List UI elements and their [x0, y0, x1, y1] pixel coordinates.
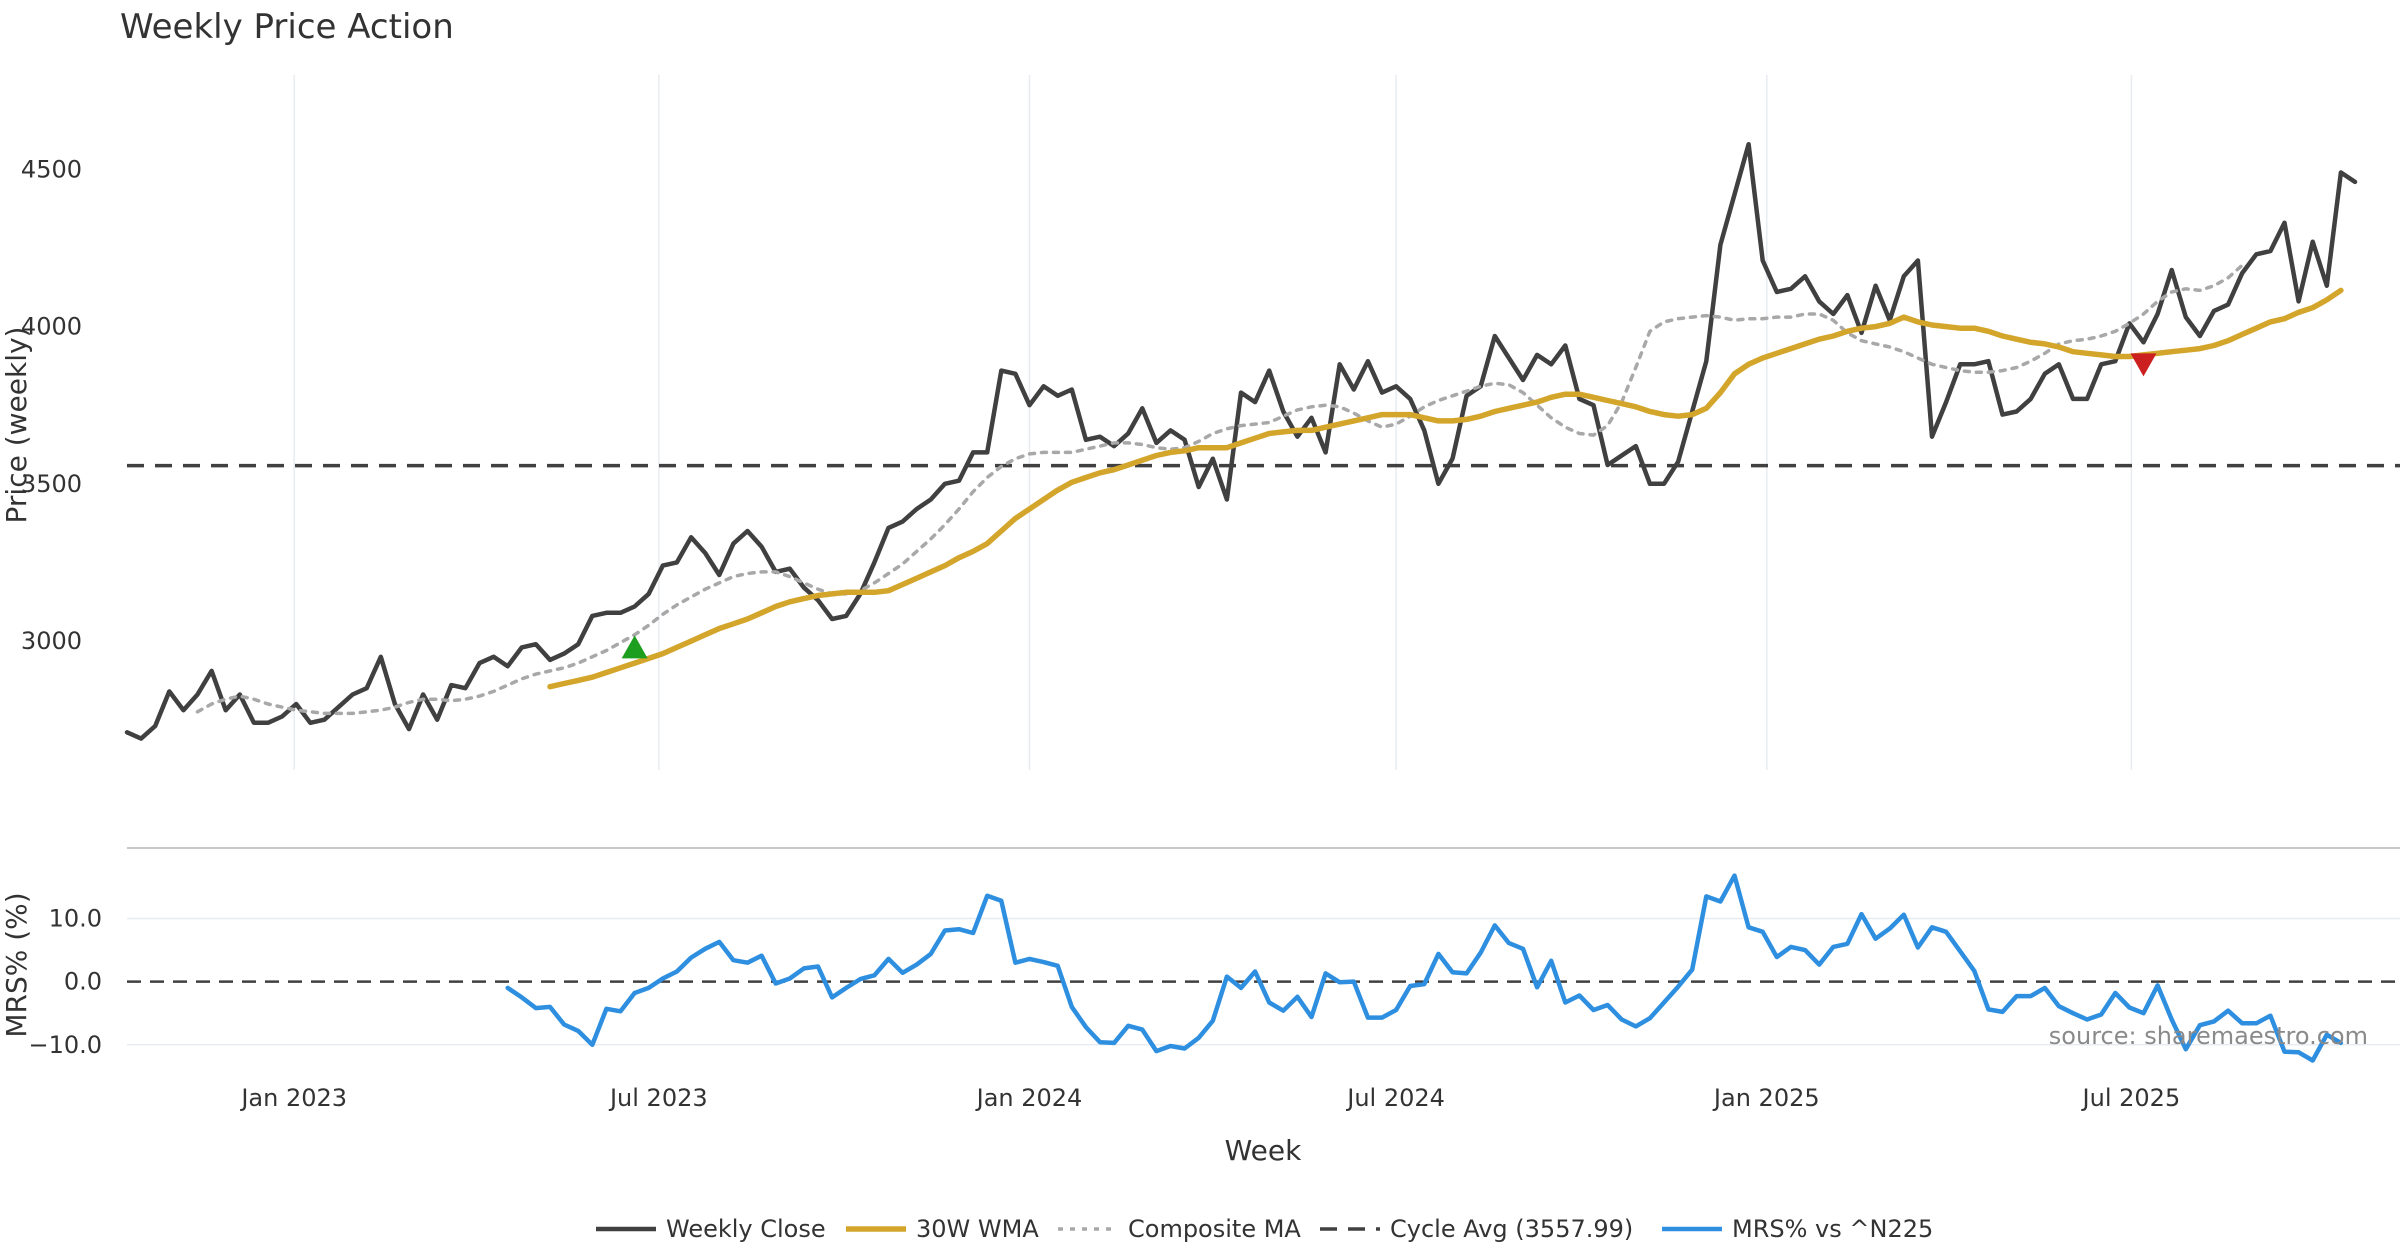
mrs-y-tick-label: 10.0: [49, 905, 102, 933]
price-y-axis: 3000 3500 4000 4500: [21, 155, 82, 655]
x-tick-label: Jul 2023: [608, 1084, 708, 1112]
legend-label: Composite MA: [1128, 1215, 1301, 1243]
buy-signal-marker: [621, 635, 648, 659]
signal-markers: [621, 353, 2157, 659]
mrs-y-tick-label: 0.0: [64, 968, 102, 996]
price-series: [124, 141, 2358, 741]
legend-label: 30W WMA: [916, 1215, 1039, 1243]
legend-item: Cycle Avg (3557.99): [1320, 1215, 1633, 1243]
price-panel: 3000 3500 4000 4500 Price (weekly): [0, 75, 2400, 770]
price-y-axis-label: Price (weekly): [0, 327, 33, 524]
legend-item: Composite MA: [1058, 1215, 1301, 1243]
legend-label: Weekly Close: [666, 1215, 826, 1243]
price-y-tick-label: 3500: [21, 470, 82, 498]
x-tick-label: Jul 2025: [2081, 1084, 2181, 1112]
mrs-panel: 10.0 0.0 −10.0 MRS% (%) source: sharemaest…: [0, 873, 2400, 1063]
composite-ma-line: [195, 263, 2244, 716]
mrs-panel-grid: [127, 917, 2400, 1046]
price-panel-grid: [293, 75, 2133, 770]
mrs-y-axis-label: MRS% (%): [0, 892, 33, 1037]
price-y-tick-label: 4500: [21, 155, 82, 183]
legend-item: MRS% vs ^N225: [1662, 1215, 1933, 1243]
chart-title: Weekly Price Action: [120, 7, 454, 47]
mrs-line: [505, 873, 2344, 1063]
chart-legend: Weekly Close 30W WMA Composite MA Cycle Avg…: [596, 1215, 1933, 1243]
mrs-series: [505, 873, 2344, 1063]
x-tick-label: Jul 2024: [1345, 1084, 1445, 1112]
legend-label: MRS% vs ^N225: [1732, 1215, 1933, 1243]
mrs-y-axis: 10.0 0.0 −10.0: [28, 905, 102, 1059]
mrs-y-tick-label: −10.0: [28, 1031, 102, 1059]
x-axis: Jan 2023 Jul 2023 Jan 2024 Jul 2024 Jan 2025…: [239, 1084, 2180, 1112]
weekly-close-line: [124, 141, 2358, 741]
x-tick-label: Jan 2025: [1712, 1084, 1820, 1112]
source-credit: source: sharemaestro.com: [2049, 1022, 2368, 1050]
legend-item: 30W WMA: [846, 1215, 1039, 1243]
price-y-tick-label: 4000: [21, 313, 82, 341]
x-tick-label: Jan 2023: [239, 1084, 347, 1112]
price-y-tick-label: 3000: [21, 627, 82, 655]
legend-item: Weekly Close: [596, 1215, 826, 1243]
x-tick-label: Jan 2024: [975, 1084, 1083, 1112]
sell-signal-marker: [2130, 353, 2157, 377]
wma-30w-line: [547, 287, 2344, 690]
legend-label: Cycle Avg (3557.99): [1390, 1215, 1633, 1243]
x-axis-label: Week: [1225, 1134, 1302, 1167]
